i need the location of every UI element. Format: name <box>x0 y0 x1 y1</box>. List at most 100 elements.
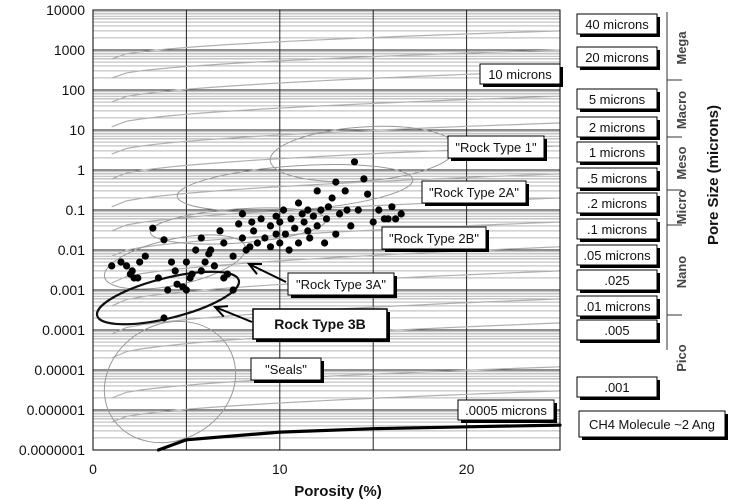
plot-frame <box>92 9 561 451</box>
label-box <box>576 13 658 35</box>
pore-size-box: 10 microns <box>479 63 563 87</box>
data-point <box>171 267 179 275</box>
data-point <box>229 252 237 260</box>
data-point <box>235 220 243 228</box>
data-point <box>197 234 205 242</box>
label-text: 5 microns <box>589 92 646 107</box>
data-point <box>192 246 200 254</box>
data-point <box>266 243 275 251</box>
pore-category-label: Micro <box>674 190 689 225</box>
data-point <box>388 203 396 211</box>
data-point <box>149 224 157 232</box>
pore-category-label: Mega <box>674 31 689 65</box>
label-box <box>576 376 658 398</box>
x-tick-label: 0 <box>89 461 97 477</box>
data-point <box>291 224 299 232</box>
data-point <box>238 234 246 242</box>
y-tick-label: 10000 <box>46 2 85 18</box>
data-point <box>154 274 162 282</box>
rock-type-3b-outline <box>95 270 241 326</box>
y-tick-label: 0.0000001 <box>19 442 85 458</box>
label-text: 20 microns <box>585 50 649 65</box>
label-text: .5 microns <box>587 171 647 186</box>
data-point <box>279 206 288 214</box>
data-point <box>321 239 329 247</box>
plot-border <box>92 9 561 451</box>
pore-size-box: .05 microns <box>576 244 660 268</box>
pore-size-curve <box>111 49 561 79</box>
data-point <box>298 210 306 218</box>
y-tick-label: 1 <box>77 162 85 178</box>
label-box <box>576 116 658 138</box>
y-tick-label: 0.01 <box>58 242 85 258</box>
pore-category-label: Nano <box>674 256 689 289</box>
arrow-head <box>212 305 229 318</box>
data-point <box>336 210 344 218</box>
label-box <box>576 46 658 68</box>
data-point <box>207 246 215 254</box>
data-point <box>136 258 144 266</box>
label-text: "Seals" <box>265 362 307 377</box>
data-point <box>375 206 383 214</box>
pore-size-box: .01 microns <box>576 295 660 319</box>
data-point <box>309 212 317 220</box>
data-point <box>197 267 205 275</box>
label-box <box>576 192 658 214</box>
label-text: 1 microns <box>589 145 646 160</box>
data-point <box>341 187 349 195</box>
label-text: .001 <box>604 380 629 395</box>
y-tick-label: 1000 <box>54 42 85 58</box>
label-text: 10 microns <box>488 67 552 82</box>
data-point <box>164 286 172 294</box>
data-point <box>343 206 351 214</box>
y-tick-label: 0.000001 <box>27 402 86 418</box>
data-point <box>294 239 303 247</box>
label-box <box>421 180 527 204</box>
label-box <box>576 167 658 189</box>
label-box <box>576 295 658 317</box>
x-tick-label: 10 <box>272 461 288 477</box>
x-axis-label: Porosity (%) <box>294 483 382 500</box>
data-point <box>332 178 340 186</box>
label-box <box>447 135 545 159</box>
label-box <box>252 308 388 340</box>
label-box <box>576 319 658 341</box>
data-point <box>324 203 332 211</box>
pore-size-curve <box>111 95 561 128</box>
data-point <box>250 227 258 235</box>
data-point <box>328 194 336 202</box>
label-text: .05 microns <box>583 248 651 263</box>
pore-size-box: 40 microns <box>576 13 660 37</box>
y-tick-label: 100 <box>62 82 86 98</box>
label-text: .2 microns <box>587 196 647 211</box>
pore-size-curve <box>111 122 561 155</box>
rock-type-2a-outline <box>176 164 414 212</box>
data-point <box>160 314 168 322</box>
pore-size-curve <box>111 30 561 60</box>
minor-gridlines <box>93 11 560 439</box>
data-point <box>248 218 256 226</box>
y-tick-label: 0.1 <box>66 202 86 218</box>
data-point <box>354 206 362 214</box>
data-point <box>313 187 321 195</box>
rock-type-annotation: "Rock Type 3A" <box>287 272 397 298</box>
data-point <box>246 243 254 251</box>
data-point <box>173 280 181 288</box>
data-point <box>117 258 125 266</box>
data-point <box>300 218 308 226</box>
seals-outline <box>103 320 237 444</box>
label-box <box>457 399 555 421</box>
pore-size-box: 1 microns <box>576 141 660 165</box>
data-point <box>397 210 405 218</box>
label-text: .0005 microns <box>465 403 547 418</box>
data-point <box>238 210 246 218</box>
pore-size-box: .2 microns <box>576 192 660 216</box>
data-point <box>253 239 261 247</box>
pore-size-box: 2 microns <box>576 116 660 140</box>
pore-size-box: 20 microns <box>576 46 660 70</box>
label-text: "Rock Type 3A" <box>296 277 386 292</box>
pore-size-curve <box>111 221 561 257</box>
pore-size-curve <box>111 390 561 423</box>
arrow-head <box>246 262 263 275</box>
annotations: "Rock Type 1" "Rock Type 2A" "Rock Type 2B… <box>212 135 547 383</box>
